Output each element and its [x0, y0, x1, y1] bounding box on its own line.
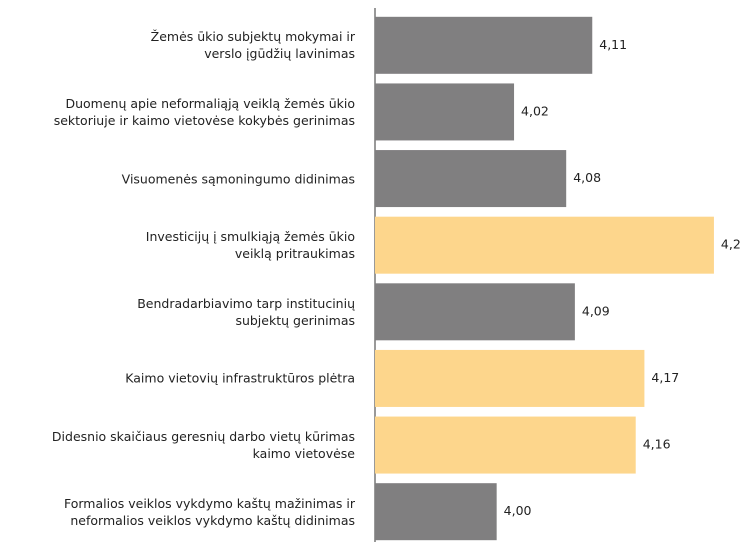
bar — [375, 283, 575, 341]
category-label: Bendradarbiavimo tarp institucinių subje… — [137, 295, 355, 328]
bar — [375, 83, 515, 141]
value-label: 4,17 — [651, 370, 679, 385]
value-label: 4,25 — [721, 237, 740, 252]
value-label: 4,00 — [504, 503, 532, 518]
bar — [375, 483, 497, 541]
value-label: 4,08 — [573, 170, 601, 185]
category-label: Investicijų į smulkiąją žemės ūkio veikl… — [145, 229, 355, 262]
bar — [375, 150, 567, 208]
value-label: 4,02 — [521, 103, 549, 118]
bar — [375, 216, 714, 274]
bar — [375, 349, 645, 407]
category-label: Duomenų apie neformaliąją veiklą žemės ū… — [53, 95, 355, 128]
category-label: Formalios veiklos vykdymo kaštų mažinima… — [64, 495, 355, 528]
bar — [375, 16, 593, 74]
category-label: Žemės ūkio subjektų mokymai ir verslo įg… — [150, 29, 355, 62]
category-label: Didesnio skaičiaus geresnių darbo vietų … — [51, 429, 355, 462]
value-label: 4,11 — [599, 37, 627, 52]
category-label: Kaimo vietovių infrastruktūros plėtra — [125, 370, 355, 386]
category-label: Visuomenės sąmoningumo didinimas — [121, 171, 355, 187]
bar — [375, 416, 636, 474]
value-label: 4,16 — [643, 437, 671, 452]
value-label: 4,09 — [582, 303, 610, 318]
